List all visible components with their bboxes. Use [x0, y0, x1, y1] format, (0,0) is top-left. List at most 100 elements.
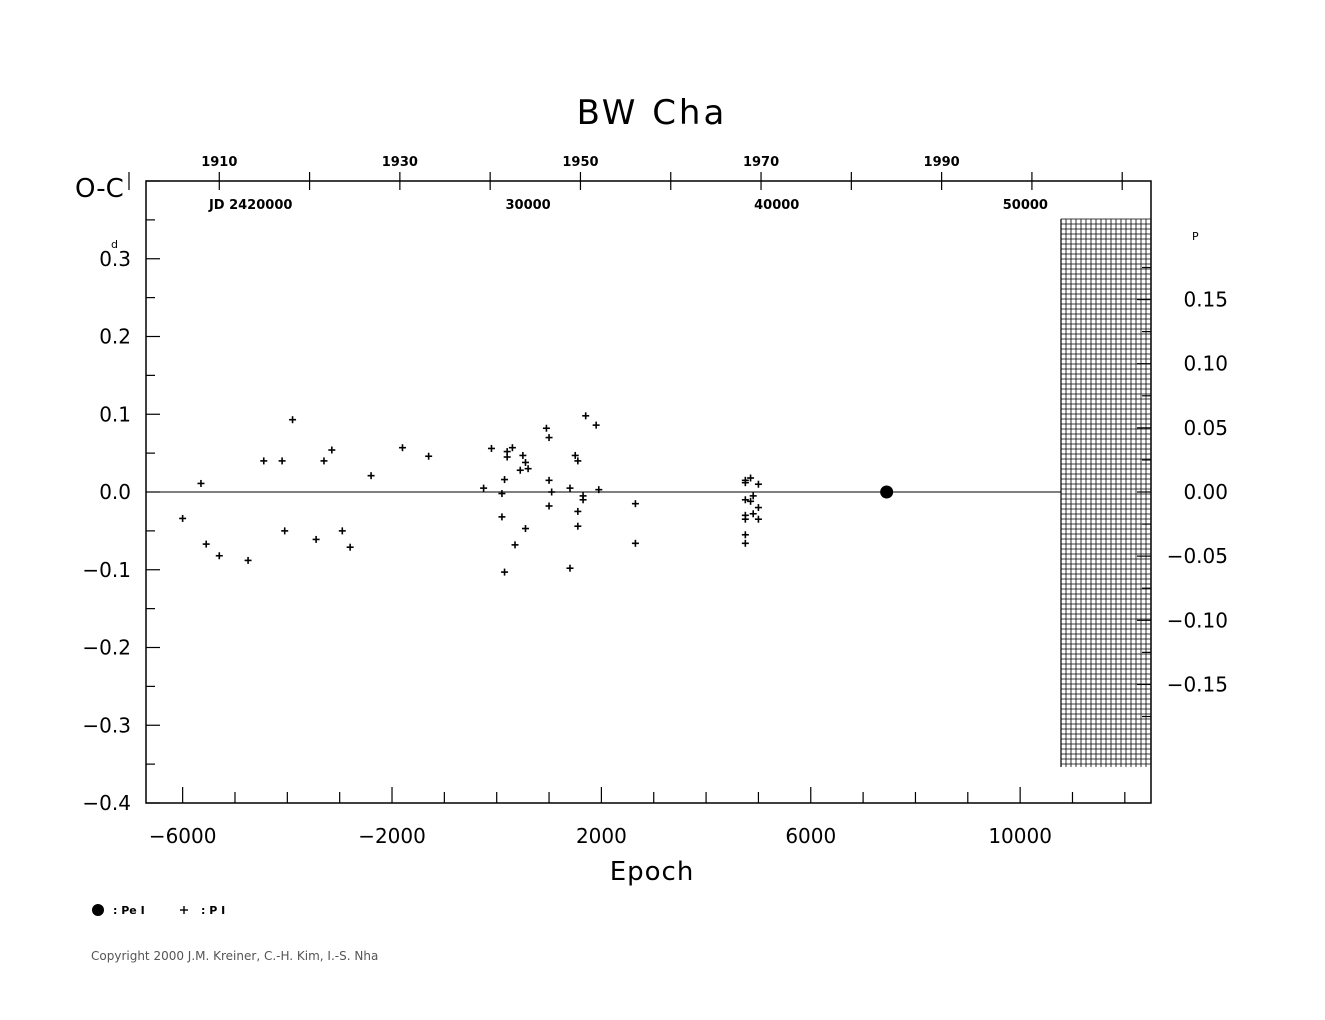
point-p-i	[346, 543, 354, 551]
top-year-label: 1910	[201, 155, 237, 170]
top-year-label: 1990	[924, 155, 960, 170]
point-p-i	[749, 510, 757, 518]
point-p-i	[582, 412, 590, 420]
legend-pe-marker	[92, 904, 104, 916]
point-p-i	[741, 515, 749, 523]
jd-label: 40000	[754, 198, 799, 213]
point-p-i	[312, 535, 320, 543]
right-tick-label: 0.05	[1183, 416, 1228, 440]
plot-frame	[145, 180, 1152, 804]
x-tick-label: 2000	[576, 824, 627, 848]
copyright-notice: Copyright 2000 J.M. Kreiner, C.-H. Kim, …	[91, 949, 378, 963]
x-tick-label: 10000	[988, 824, 1052, 848]
x-tick-label: 6000	[785, 824, 836, 848]
right-tick-label: 0.10	[1183, 352, 1228, 376]
axis-ticks	[128, 172, 1151, 804]
top-year-label: 1930	[382, 155, 418, 170]
point-p-i	[545, 502, 553, 510]
right-tick-label: −0.05	[1167, 544, 1228, 568]
point-p-i	[197, 479, 205, 487]
point-p-i	[749, 492, 757, 500]
point-p-i	[320, 457, 328, 465]
y-tick-label: −0.4	[82, 791, 131, 815]
point-p-i	[754, 480, 762, 488]
point-p-i	[754, 515, 762, 523]
jd-label: 50000	[1003, 198, 1048, 213]
point-p-i	[179, 514, 187, 522]
point-p-i	[631, 500, 639, 508]
point-p-i	[480, 484, 488, 492]
point-p-i	[244, 556, 252, 564]
axis-labels: 0.3 0.2 0.1 0.0 −0.1 −0.2 −0.3 −0.4 0.15 0.10 0.05…	[82, 155, 1228, 848]
point-p-i	[521, 525, 529, 533]
point-p-i	[747, 497, 755, 505]
point-p-i	[595, 486, 603, 494]
point-p-i	[548, 488, 556, 496]
x-tick-label: −2000	[358, 824, 426, 848]
y-tick-label: 0.3	[99, 247, 131, 271]
right-tick-label: 0.15	[1183, 288, 1228, 312]
point-pe-i	[880, 485, 894, 499]
point-p-i	[545, 434, 553, 442]
point-p-i	[278, 457, 286, 465]
legend: : Pe I : P I	[92, 904, 225, 917]
y-tick-label: 0.1	[99, 402, 131, 426]
point-p-i	[542, 424, 550, 432]
point-p-i	[498, 513, 506, 521]
y-tick-label: 0.0	[99, 480, 131, 504]
point-p-i	[498, 490, 506, 498]
x-axis-label: Epoch	[610, 857, 695, 887]
chart-title: BW Cha	[577, 93, 728, 133]
point-p-i	[566, 484, 574, 492]
top-year-label: 1970	[743, 155, 779, 170]
right-tick-label: −0.15	[1167, 672, 1228, 696]
point-p-i	[215, 552, 223, 560]
point-p-i	[747, 474, 755, 482]
point-p-i	[508, 444, 516, 452]
point-p-i	[524, 465, 532, 473]
point-p-i	[519, 451, 527, 459]
point-p-i	[425, 452, 433, 460]
right-tick-label: 0.00	[1183, 480, 1228, 504]
y-tick-label: 0.2	[99, 325, 131, 349]
right-tick-label: −0.10	[1167, 608, 1228, 632]
y-tick-label: −0.3	[82, 713, 131, 737]
y-tick-label: −0.2	[82, 636, 131, 660]
point-p-i	[328, 446, 336, 454]
point-p-i	[574, 507, 582, 515]
point-p-i	[338, 527, 346, 535]
legend-pe-label: : Pe I	[113, 904, 145, 917]
point-p-i	[367, 472, 375, 480]
y-axis-label: O-C	[75, 174, 124, 204]
point-p-i	[487, 444, 495, 452]
point-p-i	[741, 531, 749, 539]
top-year-label: 1950	[562, 155, 598, 170]
legend-p-label: : P I	[201, 904, 225, 917]
point-p-i	[754, 504, 762, 512]
point-p-i	[571, 451, 579, 459]
jd-label: JD 2420000	[208, 198, 292, 213]
point-p-i	[592, 421, 600, 429]
point-p-i	[511, 541, 519, 549]
point-p-i	[741, 539, 749, 547]
y-axis-unit: d	[111, 238, 118, 251]
point-p-i	[501, 568, 509, 576]
point-p-i	[741, 479, 749, 487]
point-p-i	[501, 476, 509, 484]
point-p-i	[281, 527, 289, 535]
point-p-i	[260, 457, 268, 465]
point-p-i	[516, 466, 524, 474]
legend-p-marker	[180, 906, 188, 914]
point-p-i	[566, 564, 574, 572]
point-p-i	[202, 540, 210, 548]
point-p-i	[521, 458, 529, 466]
point-p-i	[741, 496, 749, 504]
right-axis-unit: P	[1192, 230, 1199, 243]
point-p-i	[574, 457, 582, 465]
point-p-i	[579, 492, 587, 500]
data-points	[179, 412, 894, 576]
point-p-i	[631, 539, 639, 547]
y-tick-label: −0.1	[82, 558, 131, 582]
point-p-i	[289, 416, 297, 424]
